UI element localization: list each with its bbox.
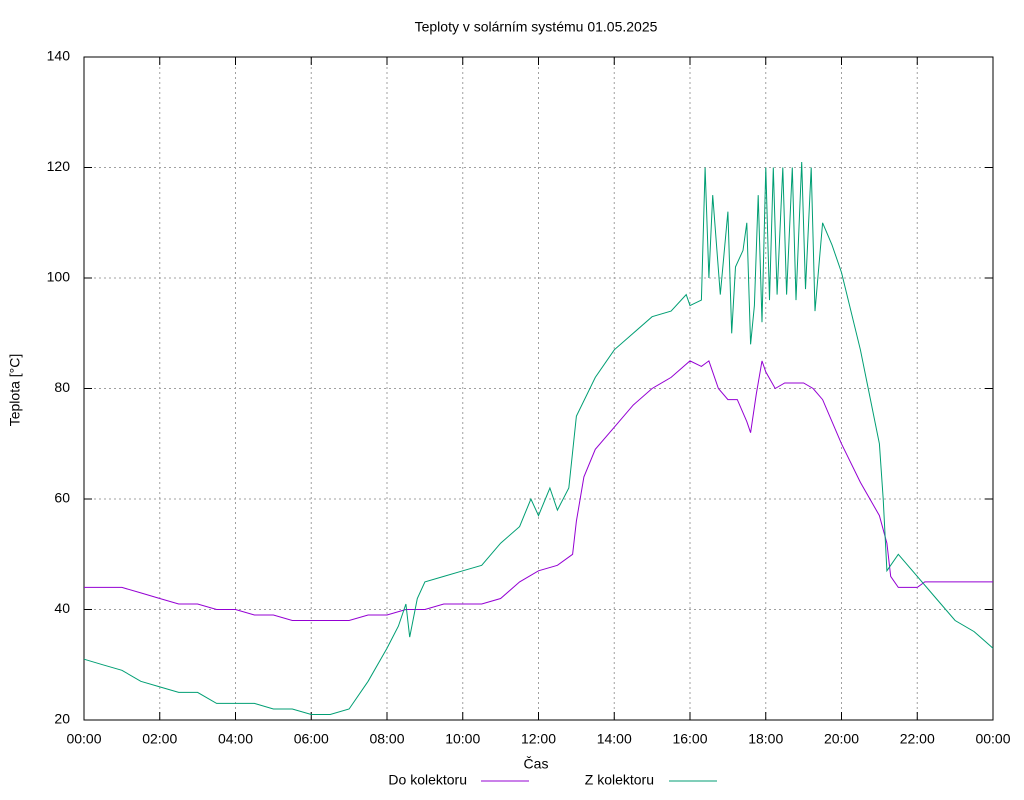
x-tick-label: 20:00: [824, 731, 859, 747]
x-tick-label: 04:00: [218, 731, 253, 747]
legend-label: Do kolektoru: [388, 772, 467, 788]
plot-border: [83, 56, 994, 721]
x-tick-label: 10:00: [445, 731, 480, 747]
x-tick-label: 22:00: [900, 731, 935, 747]
x-tick-label: 00:00: [66, 731, 101, 747]
x-tick-label: 08:00: [369, 731, 404, 747]
chart-title: Teploty v solárním systému 01.05.2025: [415, 19, 658, 35]
series-line: [84, 360, 993, 621]
x-tick-label: 00:00: [975, 731, 1010, 747]
y-tick-label: 100: [47, 269, 71, 285]
x-tick-label: 06:00: [294, 731, 329, 747]
series-line: [83, 161, 994, 715]
x-tick-label: 14:00: [597, 731, 632, 747]
y-axis-label: Teplota [°C]: [7, 354, 23, 427]
y-tick-label: 120: [47, 158, 71, 174]
x-tick-label: 18:00: [748, 731, 783, 747]
y-tick-label: 20: [54, 711, 70, 727]
x-tick-label: 12:00: [521, 731, 556, 747]
y-tick-label: 80: [54, 379, 70, 395]
x-tick-label: 02:00: [142, 731, 177, 747]
x-tick-label: 16:00: [672, 731, 707, 747]
y-tick-label: 60: [54, 490, 70, 506]
legend-label: Z kolektoru: [585, 772, 654, 788]
y-tick-label: 40: [54, 600, 70, 616]
y-tick-label: 140: [47, 48, 71, 64]
x-axis-label: Čas: [524, 756, 549, 772]
